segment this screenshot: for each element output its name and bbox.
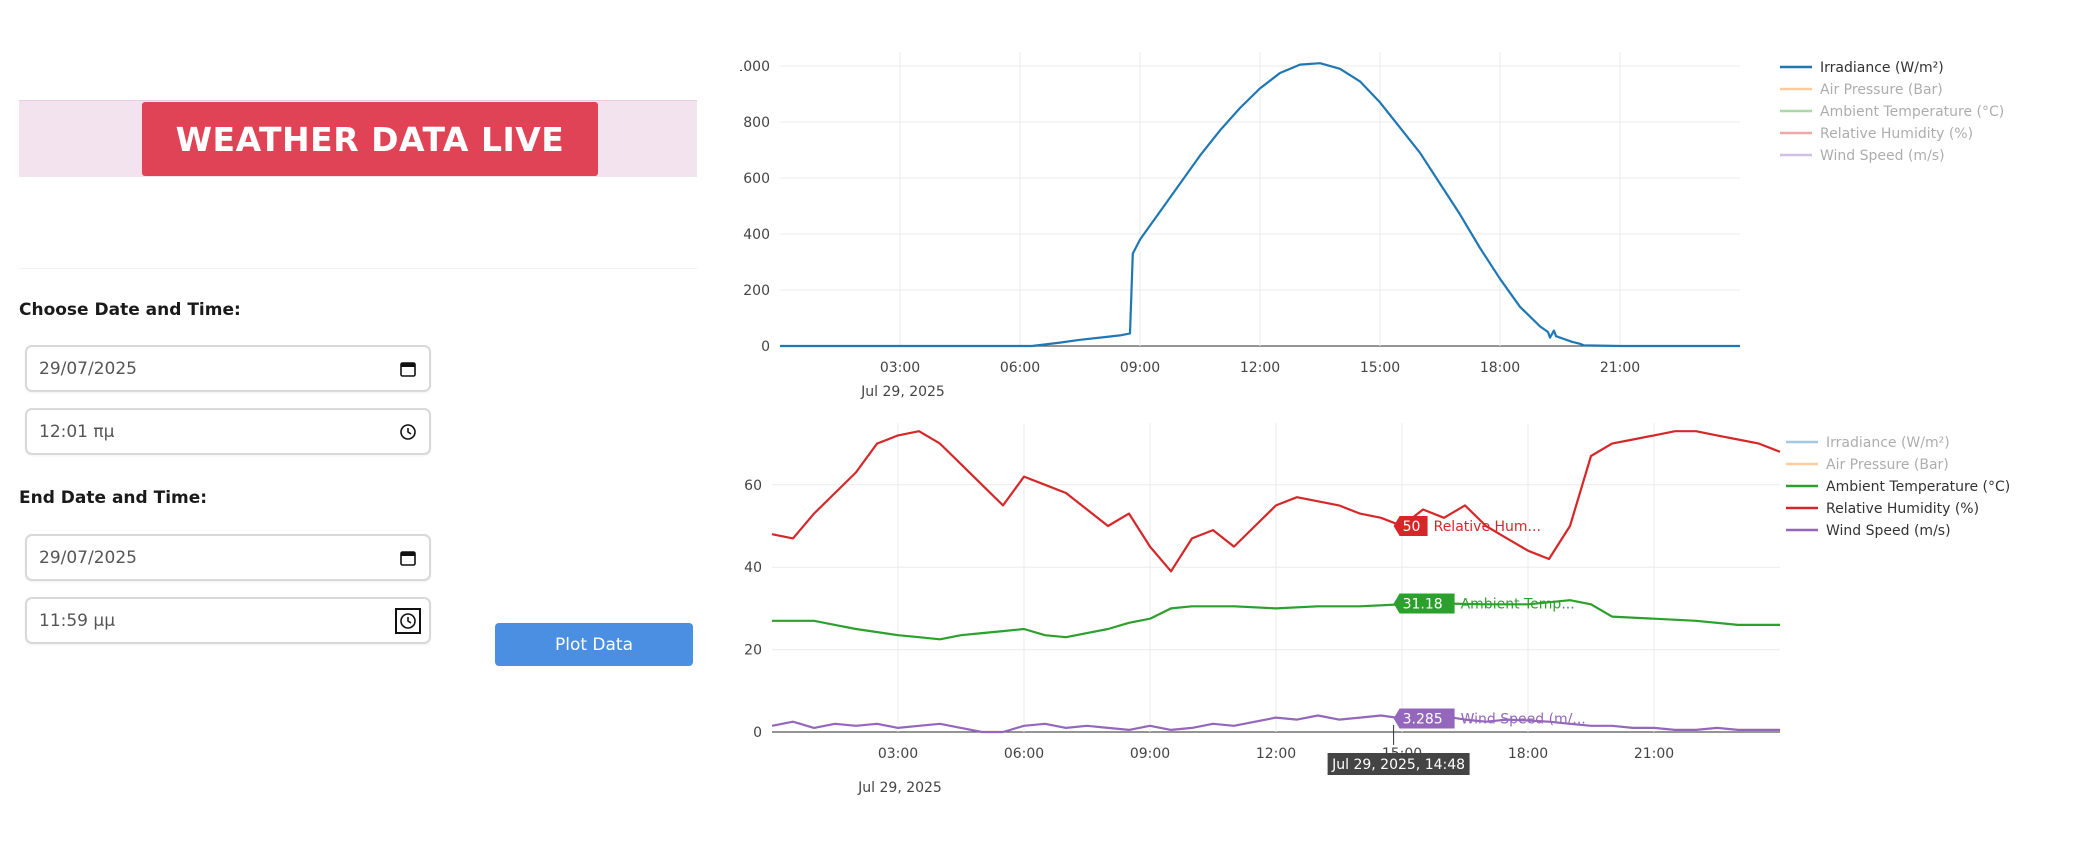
- legend-item[interactable]: Air Pressure (Bar): [1780, 82, 1943, 98]
- y-tick-label: 800: [743, 115, 770, 131]
- legend-item[interactable]: Irradiance (W/m²): [1780, 60, 1944, 76]
- x-axis-date-label: Jul 29, 2025: [860, 384, 945, 400]
- end-datetime-label: End Date and Time:: [19, 488, 208, 508]
- legend-item[interactable]: Wind Speed (m/s): [1780, 148, 1945, 164]
- legend-label: Relative Humidity (%): [1820, 126, 1973, 142]
- x-tick-label: 03:00: [880, 360, 920, 376]
- legend-item[interactable]: Relative Humidity (%): [1780, 126, 1973, 142]
- x-axis-ticks: 03:00 06:00 09:00 12:00 15:00 18:00 21:00: [880, 360, 1640, 376]
- clock-icon[interactable]: [395, 608, 421, 634]
- y-tick-label: 1000: [740, 59, 770, 75]
- x-tick-label: 12:00: [1256, 746, 1296, 762]
- hover-marker: [1393, 593, 1455, 614]
- y-tick-label: 600: [743, 171, 770, 187]
- start-time-value: 12:01 πμ: [39, 422, 115, 442]
- hover-marker: [1393, 516, 1428, 536]
- series-line-irradiance: [780, 62, 1740, 348]
- y-tick-label: 40: [744, 560, 762, 576]
- hover-tooltip: 50 Relative Hum... 31.18 Ambient Temp... 3.2…: [1327, 516, 1586, 775]
- hover-time-label: Jul 29, 2025, 14:48: [1331, 757, 1465, 773]
- series-line-wind-speed: [771, 714, 1780, 734]
- hover-value: 31.18: [1403, 597, 1443, 613]
- series-line-relative-humidity: [771, 430, 1781, 573]
- y-tick-label: 400: [743, 227, 770, 243]
- legend-label: Ambient Temperature (°C): [1826, 479, 2010, 495]
- end-date-input[interactable]: 29/07/2025: [25, 534, 431, 581]
- chart-grid: [772, 423, 1780, 733]
- plot-data-button[interactable]: Plot Data: [495, 623, 693, 666]
- y-tick-label: 200: [743, 283, 770, 299]
- legend-label: Relative Humidity (%): [1826, 501, 1979, 517]
- legend-item[interactable]: Ambient Temperature (°C): [1780, 104, 2004, 120]
- legend-item[interactable]: Air Pressure (Bar): [1786, 457, 1949, 473]
- calendar-icon[interactable]: [399, 360, 417, 378]
- hover-value: 50: [1403, 519, 1421, 535]
- hover-series-label: Wind Speed (m/...: [1461, 711, 1586, 727]
- legend-item[interactable]: Irradiance (W/m²): [1786, 435, 1950, 451]
- legend-item[interactable]: Wind Speed (m/s): [1786, 523, 1951, 539]
- y-tick-label: 20: [744, 643, 762, 659]
- chart-legend[interactable]: Irradiance (W/m²) Air Pressure (Bar) Ambie…: [1786, 435, 2010, 539]
- start-datetime-label: Choose Date and Time:: [19, 300, 241, 320]
- calendar-icon[interactable]: [399, 549, 417, 567]
- x-tick-label: 09:00: [1120, 360, 1160, 376]
- legend-label: Irradiance (W/m²): [1820, 60, 1944, 76]
- x-tick-label: 06:00: [1004, 746, 1044, 762]
- hover-marker: [1393, 708, 1455, 729]
- end-date-value: 29/07/2025: [39, 548, 137, 568]
- series-lines: [780, 62, 1740, 348]
- y-axis-ticks: 0 200 400 600 800 1000: [740, 59, 770, 355]
- clock-icon[interactable]: [399, 423, 417, 441]
- legend-label: Ambient Temperature (°C): [1820, 104, 2004, 120]
- irradiance-chart[interactable]: 0 200 400 600 800 1000 03:00 06:00 09:00 12:00 15…: [740, 40, 2040, 410]
- x-tick-label: 21:00: [1600, 360, 1640, 376]
- legend-label: Air Pressure (Bar): [1826, 457, 1949, 473]
- x-tick-label: 03:00: [878, 746, 918, 762]
- end-time-input[interactable]: 11:59 μμ: [25, 597, 431, 644]
- start-date-value: 29/07/2025: [39, 359, 137, 379]
- y-tick-label: 0: [753, 725, 762, 741]
- hover-series-label: Ambient Temp...: [1461, 597, 1575, 613]
- legend-label: Wind Speed (m/s): [1826, 523, 1951, 539]
- legend-label: Wind Speed (m/s): [1820, 148, 1945, 164]
- app-banner: WEATHER DATA LIVE: [142, 102, 598, 176]
- series-line-ambient-temperature: [772, 599, 1780, 641]
- legend-item[interactable]: Relative Humidity (%): [1786, 501, 1979, 517]
- y-tick-label: 60: [744, 478, 762, 494]
- legend-label: Air Pressure (Bar): [1820, 82, 1943, 98]
- x-tick-label: 15:00: [1360, 360, 1400, 376]
- hover-value: 3.285: [1403, 711, 1443, 727]
- end-time-value: 11:59 μμ: [39, 611, 116, 631]
- hover-time-box: [1327, 753, 1470, 775]
- x-tick-label: 18:00: [1508, 746, 1548, 762]
- y-axis-ticks: 0 20 40 60: [744, 478, 762, 741]
- y-tick-label: 0: [761, 339, 770, 355]
- x-tick-label: 06:00: [1000, 360, 1040, 376]
- x-axis-date-label: Jul 29, 2025: [857, 780, 942, 796]
- start-time-input[interactable]: 12:01 πμ: [25, 408, 431, 455]
- x-tick-label: 21:00: [1634, 746, 1674, 762]
- x-tick-label: 12:00: [1240, 360, 1280, 376]
- app-title: WEATHER DATA LIVE: [175, 119, 565, 159]
- legend-label: Irradiance (W/m²): [1826, 435, 1950, 451]
- hover-series-label: Relative Hum...: [1434, 519, 1541, 535]
- series-lines: [771, 430, 1781, 734]
- start-date-input[interactable]: 29/07/2025: [25, 345, 431, 392]
- chart-grid: [780, 52, 1740, 347]
- x-tick-label: 09:00: [1130, 746, 1170, 762]
- legend-item[interactable]: Ambient Temperature (°C): [1786, 479, 2010, 495]
- divider: [19, 268, 697, 269]
- chart-legend[interactable]: Irradiance (W/m²) Air Pressure (Bar) Ambie…: [1780, 60, 2004, 164]
- x-tick-label: 18:00: [1480, 360, 1520, 376]
